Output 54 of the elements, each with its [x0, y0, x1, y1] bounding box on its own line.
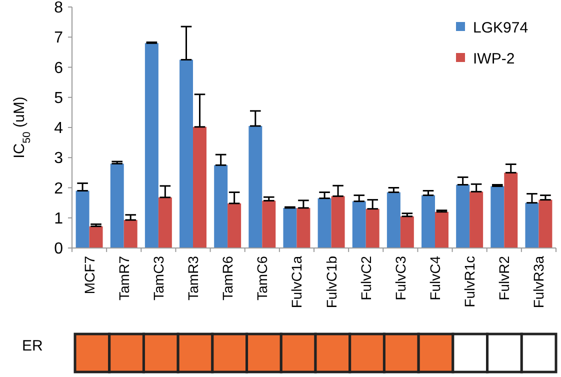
- x-tick-label: TamR6: [220, 256, 236, 300]
- legend-label: LGK974: [473, 19, 528, 36]
- x-tick-label: FulvC2: [358, 256, 374, 300]
- y-tick-label: 2: [54, 180, 64, 198]
- bar: [435, 212, 448, 248]
- bar: [386, 192, 400, 248]
- bar: [400, 216, 414, 248]
- x-tick-label: FulvC4: [427, 256, 443, 300]
- x-tick-label: FulvC1a: [288, 256, 305, 308]
- x-tick-label: FulvC3: [392, 256, 408, 300]
- x-tick-label: FulvR1c: [462, 256, 478, 308]
- x-tick-label: TamR7: [116, 256, 132, 300]
- bar: [422, 195, 435, 248]
- bar: [318, 198, 332, 248]
- bar: [490, 186, 504, 248]
- bar: [193, 126, 206, 248]
- y-tick-label: 5: [54, 90, 64, 107]
- bar: [158, 197, 172, 248]
- y-tick-label: 3: [54, 150, 64, 168]
- bar: [76, 190, 90, 248]
- bar: [456, 184, 470, 248]
- bar: [525, 202, 539, 248]
- y-tick-label: 1: [54, 210, 64, 228]
- x-tick-label: FulvR2: [496, 256, 512, 300]
- bar: [504, 172, 518, 248]
- bar: [296, 208, 310, 248]
- y-tick-label: 8: [54, 0, 64, 17]
- bar: [228, 203, 242, 248]
- x-tick-label: FulvR3a: [530, 256, 547, 308]
- x-tick-label: FulvC1b: [323, 256, 340, 308]
- legend-label: IWP-2: [473, 50, 515, 68]
- bar: [331, 196, 345, 248]
- bar: [214, 165, 228, 248]
- bar: [366, 208, 380, 248]
- y-tick-label: 0: [54, 240, 64, 258]
- bar: [248, 126, 262, 248]
- x-tick-label: TamC3: [150, 256, 166, 300]
- x-tick-label: TamR3: [185, 256, 201, 300]
- bar: [470, 192, 484, 248]
- bar: [144, 43, 158, 248]
- x-tick-label: MCF7: [81, 256, 98, 294]
- bar: [283, 208, 297, 248]
- bar: [110, 164, 124, 248]
- text: ER: [22, 337, 44, 354]
- bar: [262, 200, 276, 248]
- bar: [180, 60, 193, 248]
- bar: [538, 200, 552, 248]
- y-tick-label: 6: [54, 60, 64, 77]
- y-tick-label: 7: [54, 30, 64, 47]
- bar: [89, 226, 103, 248]
- y-tick-label: 4: [54, 120, 64, 138]
- bar: [124, 220, 138, 248]
- bar: [352, 201, 366, 248]
- x-tick-label: TamC6: [254, 256, 270, 300]
